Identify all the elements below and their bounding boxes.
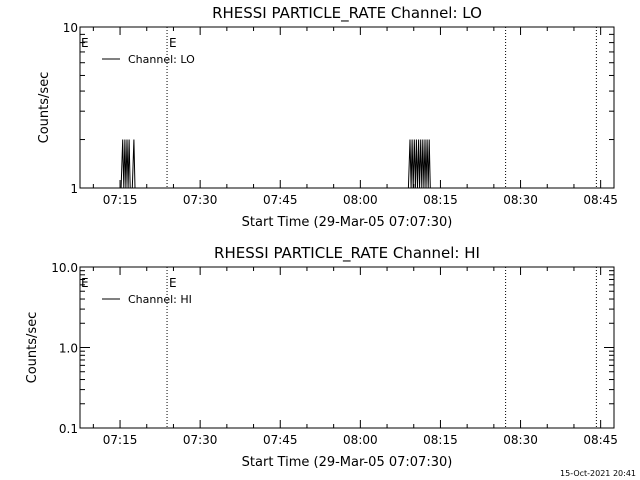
x-tick-label: 08:15	[423, 193, 458, 207]
x-tick-label: 08:00	[343, 433, 378, 447]
y-tick-label: 1	[70, 182, 78, 196]
series-line-0	[114, 139, 433, 189]
plot-frame	[79, 26, 615, 189]
panel-hi: RHESSI PARTICLE_RATE Channel: HI 07:15 07:…	[25, 244, 618, 470]
y-axis-label: Counts/sec	[37, 72, 52, 144]
event-marker-label-edge: E	[81, 276, 89, 290]
panel-lo: RHESSI PARTICLE_RATE Channel: LO 07:15 07:…	[37, 4, 618, 230]
x-tick-label: 07:15	[103, 193, 138, 207]
x-tick-label: 07:30	[183, 193, 218, 207]
x-tick-label: 08:15	[423, 433, 458, 447]
x-tick-label: 07:15	[103, 433, 138, 447]
x-tick-label: 08:30	[503, 433, 538, 447]
plot-frame	[79, 266, 615, 429]
y-axis-label: Counts/sec	[25, 312, 40, 384]
x-tick-label: 08:00	[343, 193, 378, 207]
event-marker-label-edge: E	[81, 36, 89, 50]
x-tick-label: 07:30	[183, 433, 218, 447]
footer-timestamp: 15-Oct-2021 20:41	[560, 469, 636, 478]
x-tick-label: 08:45	[583, 433, 618, 447]
y-tick-label: 0.1	[59, 422, 78, 436]
y-tick-label: 10	[63, 21, 78, 35]
x-tick-label: 08:30	[503, 193, 538, 207]
y-tick-label: 10.0	[51, 261, 78, 275]
y-tick-label: 1.0	[59, 342, 78, 356]
x-tick-label: 07:45	[263, 193, 298, 207]
chart-title: RHESSI PARTICLE_RATE Channel: LO	[212, 4, 482, 23]
x-tick-label: 07:45	[263, 433, 298, 447]
legend-label: Channel: HI	[128, 293, 192, 306]
event-marker-label: E	[169, 36, 177, 50]
legend-label: Channel: LO	[128, 53, 195, 66]
event-marker-label: E	[169, 276, 177, 290]
x-axis-label: Start Time (29-Mar-05 07:07:30)	[242, 455, 453, 470]
chart-title: RHESSI PARTICLE_RATE Channel: HI	[214, 244, 480, 263]
x-tick-label: 08:45	[583, 193, 618, 207]
x-axis-label: Start Time (29-Mar-05 07:07:30)	[242, 215, 453, 230]
